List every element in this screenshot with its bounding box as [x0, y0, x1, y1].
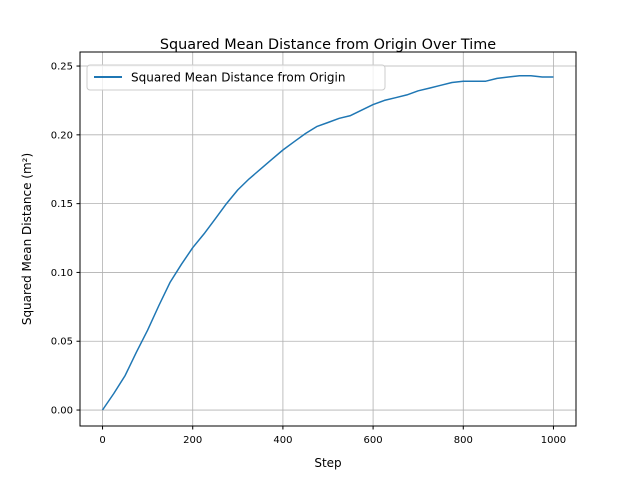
y-tick-label: 0.25	[51, 62, 73, 73]
y-tick-label: 0.10	[51, 268, 73, 279]
x-axis-label: Step	[314, 456, 341, 470]
chart-title: Squared Mean Distance from Origin Over T…	[160, 37, 496, 53]
legend: Squared Mean Distance from Origin	[86, 64, 386, 91]
x-axis: 0 200 400 600 800 1000	[99, 426, 566, 446]
y-axis: 0.00 0.05 0.10 0.15 0.20 0.25	[51, 62, 80, 417]
plot-area	[101, 74, 554, 411]
series-line	[101, 74, 554, 411]
y-axis-label: Squared Mean Distance (m²)	[20, 153, 34, 325]
y-tick-label: 0.15	[51, 199, 73, 210]
y-tick-label: 0.00	[51, 406, 73, 417]
legend-box	[86, 64, 386, 91]
grid	[80, 52, 576, 426]
x-tick-label: 800	[454, 435, 473, 446]
legend-label: Squared Mean Distance from Origin	[131, 71, 345, 85]
x-tick-label: 1000	[541, 435, 566, 446]
x-tick-label: 200	[183, 435, 202, 446]
x-tick-label: 0	[99, 435, 105, 446]
y-tick-label: 0.05	[51, 337, 73, 348]
x-tick-label: 400	[273, 435, 292, 446]
axes-frame	[79, 51, 577, 427]
y-tick-label: 0.20	[51, 130, 73, 141]
x-tick-label: 600	[364, 435, 383, 446]
